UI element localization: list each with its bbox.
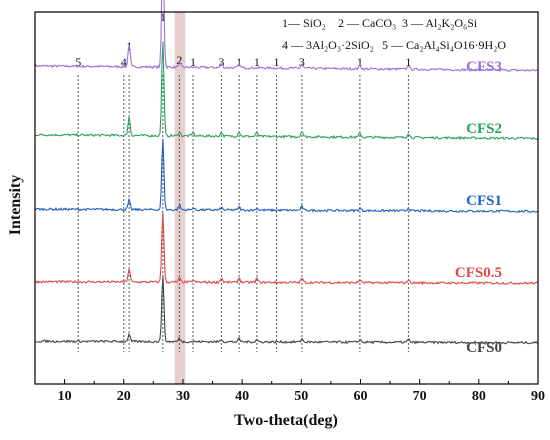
x-tick-label: 90	[531, 389, 545, 404]
series-layer	[34, 0, 539, 345]
phase-marker-label: 1	[160, 10, 166, 24]
x-tick-label: 50	[294, 389, 308, 404]
phase-legend: 1— SiO₂ 2 — CaCO₃ 3 — Al₂K₂O₆Si 4 — 3Al₂O₃·…	[282, 16, 506, 52]
series-label-cfs0: CFS0	[466, 340, 502, 356]
phase-legend-item-3: 3 — Al₂K₂O₆Si	[402, 16, 478, 30]
phase-marker-label: 1	[405, 55, 411, 69]
x-tick-label: 40	[235, 389, 249, 404]
highlight-band	[174, 12, 186, 384]
x-tick-label: 20	[117, 389, 131, 404]
phase-marker-label: 5	[75, 55, 81, 69]
plot-frame	[34, 11, 539, 385]
series-line-cfs3	[34, 0, 539, 73]
phase-marker-label: 1	[254, 55, 260, 69]
series-label-cfs3: CFS3	[466, 59, 502, 75]
series-label-cfs0-5: CFS0.5	[455, 265, 502, 281]
x-tick-label: 30	[176, 389, 190, 404]
phase-legend-item-1: 1— SiO₂	[282, 16, 326, 30]
y-axis-label: Intensity	[7, 175, 24, 235]
series-labels: CFS3 CFS2 CFS1 CFS0.5 CFS0	[455, 59, 502, 356]
x-tick-label: 10	[58, 389, 72, 404]
axes-layer: 10 20 30 40 50 60 70 80 90	[34, 11, 545, 404]
series-label-cfs1: CFS1	[466, 193, 502, 209]
series-label-cfs2: CFS2	[466, 121, 502, 137]
highlight-band-layer	[174, 12, 186, 384]
x-tick-label: 80	[472, 389, 486, 404]
phase-legend-item-4: 4 — 3Al₂O₃·2SiO₂	[282, 38, 374, 52]
phase-legend-item-5: 5 — Ca₂Al₄Si₄O16·9H₂O	[382, 38, 506, 52]
phase-marker-label: 1	[357, 55, 363, 69]
phase-marker-label: 3	[299, 55, 305, 69]
phase-legend-item-2: 2 — CaCO₃	[338, 16, 396, 30]
series-line-cfs0-5	[34, 213, 539, 286]
phase-marker-label: 4	[121, 55, 127, 69]
series-line-cfs0	[34, 276, 539, 345]
series-line-cfs1	[34, 139, 539, 214]
phase-marker-label: 2	[176, 53, 182, 67]
x-axis-label: Two-theta(deg)	[234, 412, 338, 429]
series-line-cfs2	[34, 41, 539, 141]
phase-marker-label: 3	[218, 55, 224, 69]
phase-marker-label: 1	[273, 55, 279, 69]
x-tick-label: 60	[353, 389, 367, 404]
phase-marker-label: 1	[190, 55, 196, 69]
x-tick-label: 70	[413, 389, 427, 404]
